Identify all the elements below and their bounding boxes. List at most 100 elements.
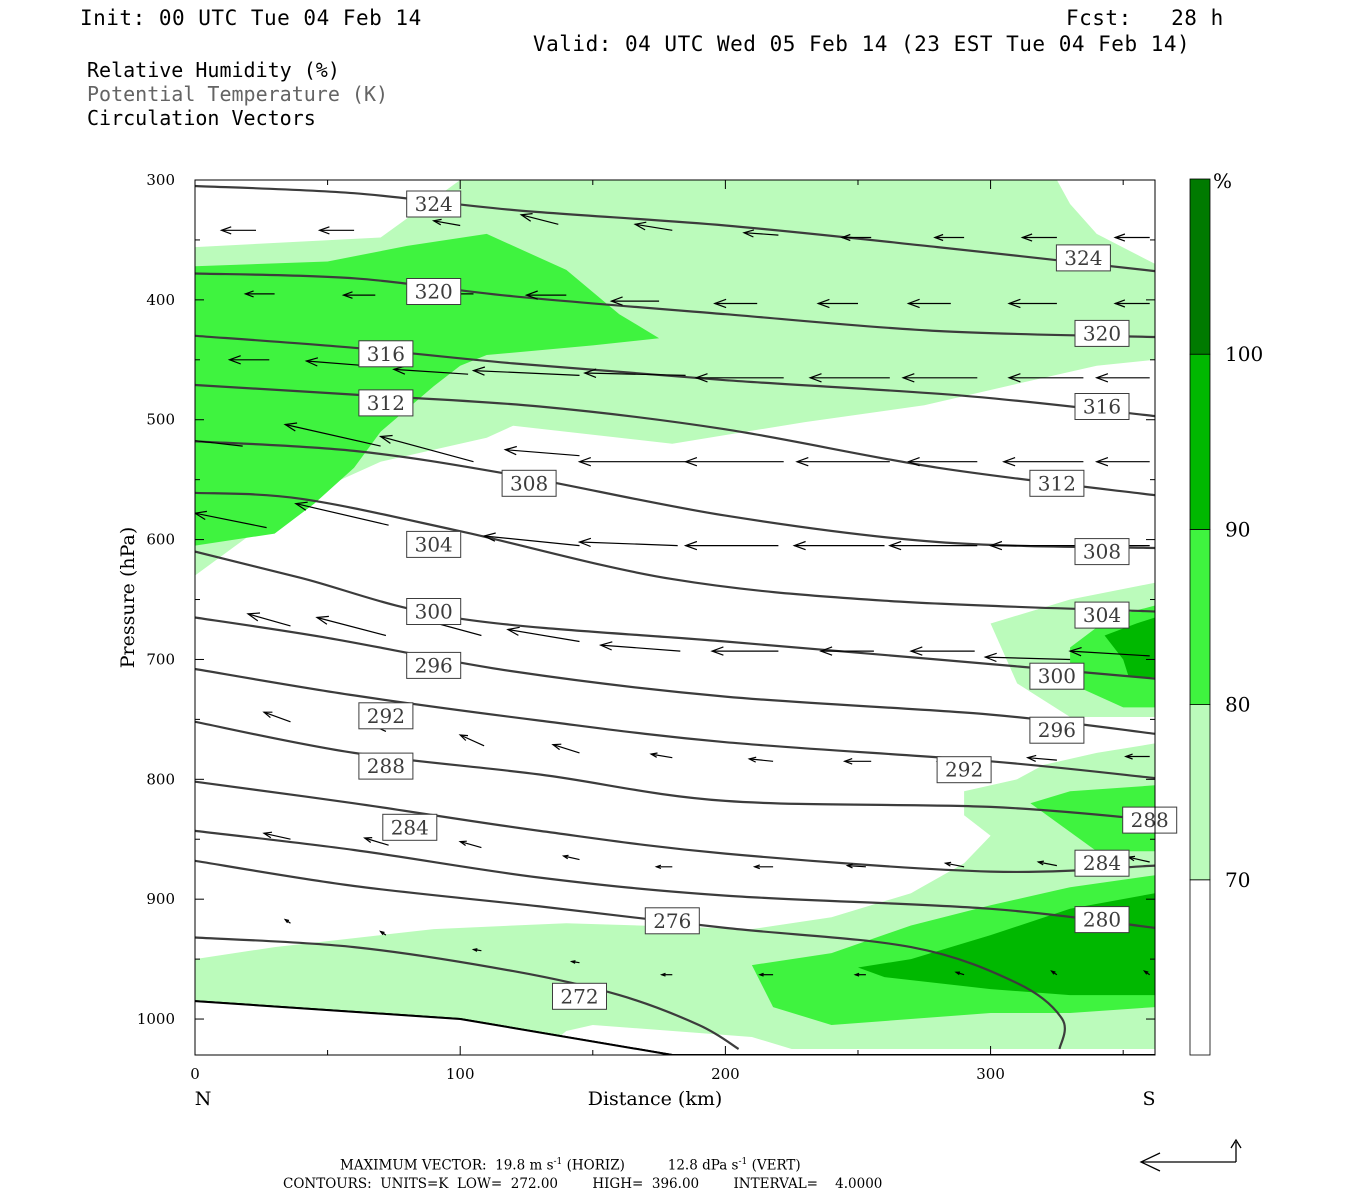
circulation-vector <box>551 743 580 754</box>
circulation-vector <box>792 540 885 551</box>
contour-label: 320 <box>406 278 462 305</box>
colorbar-segment <box>1189 353 1211 530</box>
svg-text:300: 300 <box>415 600 453 624</box>
svg-text:312: 312 <box>367 391 405 415</box>
circulation-vector <box>341 291 376 299</box>
circulation-vector <box>1007 373 1084 383</box>
circulation-vector <box>1124 753 1150 760</box>
contour-label: 304 <box>406 530 462 558</box>
circulation-vector <box>1036 860 1058 867</box>
contour-label: 296 <box>406 651 462 679</box>
circulation-vector <box>710 646 779 656</box>
circulation-vector <box>888 540 978 551</box>
circulation-vector <box>808 373 890 383</box>
circulation-vector <box>378 434 474 463</box>
contour-label: 300 <box>406 598 462 625</box>
circulation-vector <box>283 422 381 447</box>
svg-text:308: 308 <box>510 471 548 495</box>
circulation-vector <box>649 752 673 759</box>
contour-label: 312 <box>1029 469 1085 497</box>
circulation-vector <box>246 612 291 627</box>
circulation-vector <box>304 357 368 367</box>
circulation-vector <box>315 615 387 637</box>
y-tick-label: 300 <box>146 171 175 189</box>
contour-label: 308 <box>501 469 557 497</box>
contour-label: 288 <box>1122 806 1178 834</box>
colorbar-segment <box>1189 704 1211 881</box>
rh-90-region <box>1104 617 1155 678</box>
colorbar-segment <box>1189 879 1211 1056</box>
x-tick-label: 0 <box>190 1065 200 1083</box>
circulation-vector <box>853 972 866 977</box>
circulation-vector <box>294 501 389 526</box>
svg-text:276: 276 <box>653 909 691 933</box>
circulation-vector <box>482 532 580 547</box>
circulation-vector <box>243 290 275 298</box>
x-tick-label: 300 <box>976 1065 1005 1083</box>
svg-text:288: 288 <box>367 754 405 778</box>
circulation-vector <box>1007 298 1057 309</box>
theta-contour-296 <box>195 616 1155 735</box>
svg-text:320: 320 <box>1083 321 1121 345</box>
svg-text:284: 284 <box>391 815 429 839</box>
circulation-vector <box>598 641 681 652</box>
svg-text:280: 280 <box>1083 908 1121 932</box>
theta-contour-300 <box>195 550 1155 680</box>
circulation-vector <box>752 864 774 870</box>
y-axis-label: Pressure (hPa) <box>117 527 139 669</box>
ground-outline <box>195 1000 1155 1055</box>
circulation-vector <box>577 537 678 548</box>
axes: 300 400 500 600 700 800 900 1000 0 100 200 300 N S Dis… <box>117 171 1156 1110</box>
circulation-vector <box>283 918 291 924</box>
svg-text:304: 304 <box>1083 603 1121 627</box>
svg-text:272: 272 <box>560 984 598 1008</box>
contour-info: CONTOURS: UNITS=K LOW= 272.00 HIGH= 396.… <box>283 1176 883 1192</box>
circulation-vector <box>577 457 686 467</box>
circulation-vector <box>840 233 872 242</box>
x-tick-label: 100 <box>446 1065 475 1083</box>
circulation-vector <box>909 646 975 656</box>
circulation-vector <box>458 840 482 849</box>
circulation-vector <box>379 930 387 936</box>
circulation-vector <box>659 972 673 977</box>
circulation-vector <box>458 734 485 747</box>
circulation-vector <box>1020 233 1057 242</box>
contour-label: 324 <box>406 190 462 218</box>
theta-contour-308 <box>195 440 1155 550</box>
circulation-vector <box>227 355 270 365</box>
circulation-vector <box>219 226 256 235</box>
circulation-vector <box>742 229 779 238</box>
y-tick-label: 900 <box>146 890 175 908</box>
below-ground <box>195 1001 1155 1055</box>
max-vector-note: MAXIMUM VECTOR: 19.8 m s-1 (HORIZ) 12.8 … <box>340 1157 801 1174</box>
contour-label: 280 <box>1074 906 1130 934</box>
svg-text:284: 284 <box>1083 851 1121 875</box>
colorbar-segment <box>1189 529 1211 706</box>
circulation-vector <box>431 218 461 227</box>
contour-label: 292 <box>936 756 992 784</box>
forecast-hour: Fcst: 28 h <box>1066 6 1224 30</box>
theta-contour-284 <box>195 780 1155 874</box>
x-end-label-north: N <box>195 1088 212 1110</box>
circulation-vector <box>901 373 978 383</box>
circulation-vector <box>1025 754 1057 762</box>
circulation-vector <box>1050 970 1058 976</box>
circulation-vector <box>633 221 673 231</box>
circulation-vector <box>317 226 355 235</box>
colorbar-segment <box>1189 178 1211 355</box>
valid-time: Valid: 04 UTC Wed 05 Feb 14 (23 EST Tue … <box>533 32 1191 56</box>
circulation-vector <box>933 233 965 242</box>
svg-text:320: 320 <box>415 280 453 304</box>
contour-labels: 324 324 320 320 316 316 312 312 308 308 304 304 300 3… <box>358 190 1178 1010</box>
circulation-vector <box>694 373 784 383</box>
circulation-vector <box>1068 647 1150 657</box>
legend-theta: Potential Temperature (K) <box>87 82 389 106</box>
theta-contour-312 <box>195 383 1155 497</box>
circulation-vector <box>943 861 965 868</box>
svg-text:296: 296 <box>415 653 453 677</box>
circulation-vector <box>983 652 1071 663</box>
circulation-vector <box>471 366 580 376</box>
y-tick-label: 1000 <box>137 1010 175 1028</box>
x-tick-label: 200 <box>711 1065 740 1083</box>
